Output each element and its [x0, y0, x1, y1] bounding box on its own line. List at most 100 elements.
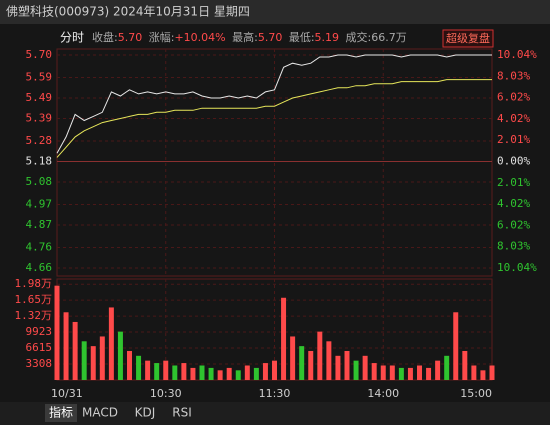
y-tick-label: 4.87 [26, 218, 53, 231]
volume-bar [208, 367, 214, 380]
stat-label: 涨幅: [149, 31, 175, 44]
volume-bar [72, 321, 78, 380]
volume-bar [480, 370, 486, 380]
y2-tick-label: 2.01% [497, 176, 530, 189]
x-tick-label: 11:30 [259, 387, 291, 400]
volume-bar [489, 365, 495, 380]
price-line [56, 54, 492, 154]
volume-bar [281, 297, 287, 380]
y-tick-label: 5.49 [26, 91, 53, 104]
volume-bar [154, 363, 160, 380]
tab[interactable]: 指标 [49, 405, 73, 420]
stat-value: +10.04% [174, 31, 225, 44]
volume-bar [344, 350, 350, 380]
volume-bar [471, 365, 477, 380]
volume-bar [136, 355, 142, 380]
y2-tick-label: 4.02% [497, 197, 530, 210]
volume-tick-label: 1.65万 [15, 293, 53, 306]
volume-bar [417, 365, 422, 380]
volume-bar [54, 285, 60, 380]
tab[interactable]: KDJ [135, 406, 156, 420]
stat-value: 5.70 [258, 31, 283, 44]
volume-bar [389, 365, 395, 380]
stat-label: 成交: [346, 30, 372, 44]
y-tick-label: 5.59 [26, 71, 53, 84]
y-tick-label: 4.76 [26, 241, 53, 254]
x-tick-label: 15:00 [460, 387, 492, 400]
volume-bar [172, 365, 178, 380]
volume-tick-label: 3308 [26, 357, 53, 370]
volume-bar [398, 367, 404, 380]
volume-bar [353, 360, 359, 380]
y-tick-label: 5.18 [26, 155, 53, 168]
volume-bar [435, 360, 441, 380]
volume-bar [317, 331, 323, 380]
tab[interactable]: MACD [82, 406, 118, 420]
y-tick-label: 5.28 [26, 134, 53, 147]
volume-bar [290, 336, 296, 380]
stat-label: 收盘: [92, 30, 118, 44]
volume-bar [81, 341, 87, 380]
replay-button-label[interactable]: 超级复盘 [446, 31, 490, 45]
volume-bar [426, 367, 432, 380]
stat-label: 最低: [289, 31, 315, 44]
title-bar [0, 0, 550, 24]
stat-value: 5.70 [118, 31, 143, 44]
tab[interactable]: RSI [172, 406, 192, 420]
volume-bar [117, 331, 123, 380]
volume-bar [145, 360, 151, 380]
volume-bar [108, 307, 114, 380]
volume-bar [63, 312, 69, 380]
volume-tick-label: 6615 [26, 341, 53, 354]
volume-bar [262, 363, 268, 380]
y2-tick-label: 2.01% [497, 133, 530, 146]
volume-bar [163, 360, 169, 380]
volume-bar [181, 363, 187, 380]
volume-bar [444, 355, 450, 380]
stat-value: 5.19 [315, 31, 340, 44]
volume-bar [407, 367, 413, 380]
volume-bar [362, 355, 368, 380]
stat-value: 66.7万 [371, 31, 407, 44]
volume-bar [90, 346, 96, 380]
volume-bar [299, 346, 305, 380]
stat-label: 最高: [232, 30, 258, 44]
volume-bar [453, 312, 459, 380]
x-tick-label: 10/31 [51, 387, 83, 400]
x-tick-label: 10:30 [150, 387, 182, 400]
y-tick-label: 5.08 [26, 175, 53, 188]
volume-bar [217, 370, 223, 380]
volume-bar [99, 336, 105, 380]
volume-tick-label: 1.32万 [15, 309, 53, 322]
volume-bar [190, 367, 196, 380]
y2-tick-label: 6.02% [497, 91, 530, 104]
volume-tick-label: 1.98万 [15, 277, 53, 290]
volume-bar [380, 365, 386, 380]
window-title: 佛塑科技(000973) 2024年10月31日 星期四 [6, 4, 250, 19]
volume-bar [244, 365, 250, 380]
mode-label: 分时 [60, 31, 84, 45]
y2-tick-label: 10.04% [497, 48, 537, 61]
replay-button[interactable] [442, 29, 494, 48]
tab-active-bg[interactable] [45, 404, 77, 422]
volume-bar [226, 367, 232, 380]
tab-bar [0, 402, 550, 425]
volume-bar [235, 370, 241, 380]
volume-bar [326, 341, 332, 380]
volume-bar [272, 360, 277, 380]
y2-tick-label: 8.03% [497, 240, 530, 253]
volume-bar [371, 363, 377, 380]
volume-bar [308, 350, 314, 380]
y-tick-label: 4.97 [26, 198, 53, 211]
volume-bar [253, 367, 259, 380]
stats: 收盘:5.70 涨幅:+10.04% 最高:5.70 最低:5.19 成交:66… [92, 30, 407, 44]
volume-bar [127, 350, 132, 380]
y2-tick-label: 10.04% [497, 261, 537, 274]
y2-tick-label: 4.02% [497, 112, 530, 125]
y-tick-label: 5.70 [26, 48, 53, 61]
price-line [56, 79, 492, 158]
volume-bar [199, 365, 205, 380]
y2-tick-label: 0.00% [497, 155, 530, 168]
volume-bar [462, 350, 468, 380]
